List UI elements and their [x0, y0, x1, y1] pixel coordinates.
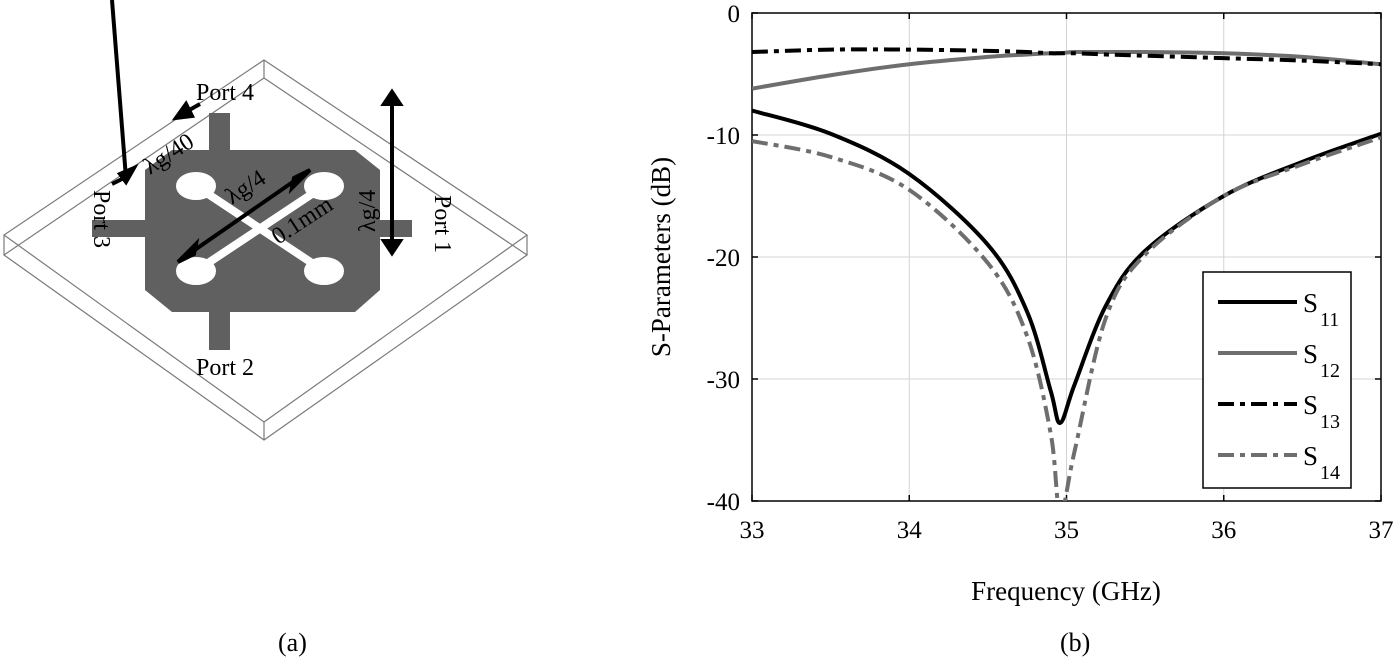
- x-tick-label: 36: [1211, 517, 1236, 544]
- panel-b-caption: (b): [1060, 628, 1091, 657]
- tick-labels: 33 34 35 36 37 0 -10 -20 -30 -40: [707, 1, 1394, 544]
- port4-label: Port 4: [196, 80, 254, 106]
- substrate-outline: [2, 59, 529, 441]
- y-tick-label: -30: [707, 367, 740, 394]
- port3-label: Port 3: [88, 190, 114, 248]
- x-axis-label: Frequency (GHz): [971, 576, 1161, 606]
- series-s13: [752, 47, 1381, 67]
- port1-label: Port 1: [429, 195, 455, 253]
- x-tick-label: 34: [897, 517, 923, 544]
- x-tick-label: 35: [1054, 517, 1079, 544]
- dimension-arrows: [110, 0, 404, 264]
- data-series: [752, 47, 1381, 501]
- y-tick-label: 0: [728, 1, 741, 28]
- cross-slot: [176, 172, 344, 285]
- panel-a-caption: (a): [278, 628, 307, 657]
- s-parameter-chart: 33 34 35 36 370-10-20-30-40 Frequency (GHz) …: [646, 1, 1394, 606]
- side-length-label: λg/4: [355, 190, 381, 232]
- y-tick-label: -40: [707, 489, 740, 516]
- series-s14: [752, 135, 1381, 501]
- x-tick-label: 37: [1369, 517, 1394, 544]
- x-tick-label: 33: [740, 517, 765, 544]
- port2-label: Port 2: [196, 355, 254, 381]
- y-axis-label: S-Parameters (dB): [646, 157, 676, 357]
- y-tick-label: -10: [707, 123, 740, 150]
- coupler-layout-drawing: Port 4 Port 2 Port 3 Port 1 λg/40 λg/4 λ…: [2, 0, 529, 441]
- y-tick-label: -20: [707, 245, 740, 272]
